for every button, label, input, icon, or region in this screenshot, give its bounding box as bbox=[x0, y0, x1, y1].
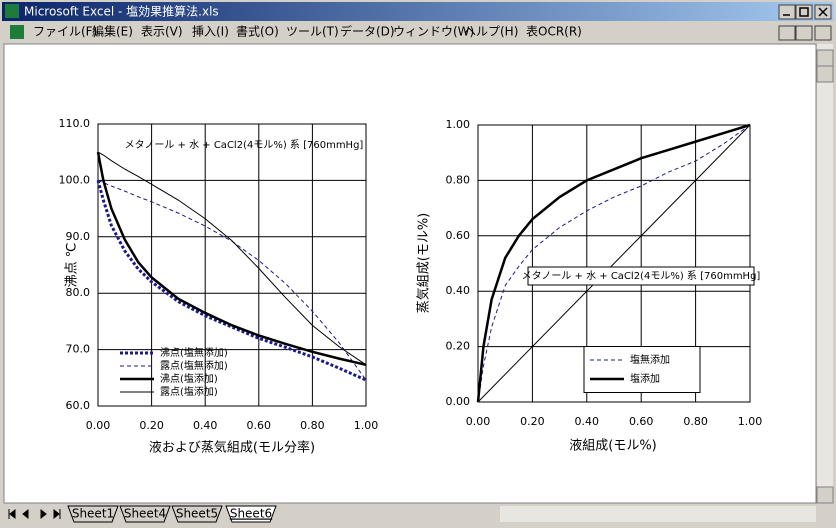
y-tick-label: 0.00 bbox=[446, 395, 471, 408]
legend-label: 沸点(塩添加) bbox=[160, 372, 218, 385]
plot-border bbox=[477, 124, 751, 403]
series-line bbox=[477, 124, 751, 403]
sheet-tab-label[interactable]: Sheet5 bbox=[176, 507, 218, 521]
x-tick-label: 0.80 bbox=[683, 415, 708, 428]
legend-label: 露点(塩添加) bbox=[160, 385, 218, 398]
y-tick-label: 1.00 bbox=[446, 118, 471, 131]
window-buttons[interactable] bbox=[778, 4, 832, 20]
doc-icon bbox=[10, 25, 24, 39]
annotation: メタノール + 水 + CaCl2(4モル%) 系 [760mmHg] bbox=[125, 139, 364, 151]
menu-item[interactable]: ファイル(F) bbox=[33, 25, 97, 39]
sheet-tab[interactable] bbox=[225, 505, 277, 523]
y-tick-label: 80.0 bbox=[66, 286, 91, 299]
app-icon bbox=[5, 4, 19, 18]
x-tick-label: 0.60 bbox=[629, 415, 654, 428]
menu-item[interactable]: ツール(T) bbox=[286, 25, 339, 39]
x-axis-title: 液組成(モル%) bbox=[569, 439, 657, 454]
y-tick-label: 60.0 bbox=[66, 399, 91, 412]
annotation-box bbox=[527, 266, 755, 286]
menu-item[interactable]: 書式(O) bbox=[236, 25, 279, 39]
legend-label: 露点(塩無添加) bbox=[160, 359, 228, 372]
title-bar bbox=[2, 2, 834, 21]
scroll-thumb[interactable] bbox=[816, 65, 834, 83]
y-tick-label: 0.40 bbox=[446, 284, 471, 297]
legend-label: 塩添加 bbox=[630, 372, 660, 385]
legend-label: 沸点(塩無添加) bbox=[160, 346, 228, 359]
menu-item[interactable]: データ(D) bbox=[340, 24, 395, 39]
y-tick-label: 70.0 bbox=[66, 343, 91, 356]
legend-label: 塩無添加 bbox=[630, 353, 670, 366]
x-tick-label: 0.00 bbox=[466, 415, 491, 428]
x-tick-label: 0.20 bbox=[520, 415, 545, 428]
scroll-up[interactable] bbox=[816, 49, 834, 67]
series-line bbox=[476, 123, 751, 403]
window-title: Microsoft Excel - 塩効果推算法.xls bbox=[24, 4, 219, 19]
vertical-scrollbar[interactable] bbox=[817, 44, 833, 503]
x-tick-label: 0.40 bbox=[575, 415, 600, 428]
sheet-tab-label[interactable]: Sheet1 bbox=[72, 507, 114, 521]
menu-item[interactable]: ウィンドウ(W) bbox=[393, 25, 474, 39]
y-tick-label: 100.0 bbox=[59, 173, 91, 186]
horizontal-scrollbar[interactable] bbox=[500, 506, 816, 522]
y-tick-label: 0.80 bbox=[446, 173, 471, 186]
x-tick-label: 0.40 bbox=[193, 419, 218, 432]
x-tick-label: 0.60 bbox=[247, 419, 272, 432]
legend-box bbox=[583, 346, 701, 393]
y-axis-title: 蒸気組成(モル%) bbox=[416, 213, 432, 314]
series-line bbox=[96, 180, 367, 382]
doc-restore[interactable] bbox=[795, 25, 813, 41]
doc-buttons[interactable] bbox=[778, 25, 832, 41]
annotation: メタノール + 水 + CaCl2(4モル%) 系 [760mmHg] bbox=[522, 270, 761, 282]
series-line bbox=[97, 151, 367, 366]
doc-close[interactable] bbox=[814, 25, 832, 41]
y-tick-label: 0.20 bbox=[446, 340, 471, 353]
scroll-down[interactable] bbox=[816, 486, 834, 504]
series-line bbox=[96, 151, 367, 367]
x-axis-title: 液および蒸気組成(モル分率) bbox=[149, 440, 315, 456]
x-tick-label: 0.00 bbox=[86, 419, 111, 432]
y-tick-label: 0.60 bbox=[446, 229, 471, 242]
sheet-tab-label[interactable]: Sheet4 bbox=[124, 507, 166, 521]
doc-minimize[interactable] bbox=[778, 25, 796, 41]
x-tick-label: 0.80 bbox=[300, 419, 325, 432]
x-tick-label: 1.00 bbox=[738, 415, 763, 428]
x-tick-label: 1.00 bbox=[354, 419, 379, 432]
menu-item[interactable]: 挿入(I) bbox=[192, 25, 229, 39]
maximize[interactable] bbox=[795, 4, 813, 20]
menu-item[interactable]: 表OCR(R) bbox=[526, 25, 582, 39]
y-axis-title: 沸点 ℃ bbox=[65, 243, 80, 288]
x-tick-label: 0.20 bbox=[139, 419, 164, 432]
sheet-tab[interactable] bbox=[171, 505, 223, 523]
menu-item[interactable]: 表示(V) bbox=[141, 25, 183, 39]
plot-border bbox=[97, 123, 367, 407]
y-tick-label: 110.0 bbox=[59, 117, 91, 130]
minimize[interactable] bbox=[778, 4, 796, 20]
tab-navigation[interactable] bbox=[4, 506, 66, 522]
menu-item[interactable]: ヘルプ(H) bbox=[464, 25, 518, 39]
sheet-tab-label[interactable]: Sheet6 bbox=[230, 507, 272, 521]
diagonal bbox=[477, 124, 751, 403]
series-line bbox=[97, 179, 367, 381]
sheet-tab[interactable] bbox=[119, 505, 171, 523]
y-tick-label: 90.0 bbox=[66, 230, 91, 243]
menu-item[interactable]: 編集(E) bbox=[92, 24, 133, 39]
sheet-tab[interactable] bbox=[67, 505, 119, 523]
